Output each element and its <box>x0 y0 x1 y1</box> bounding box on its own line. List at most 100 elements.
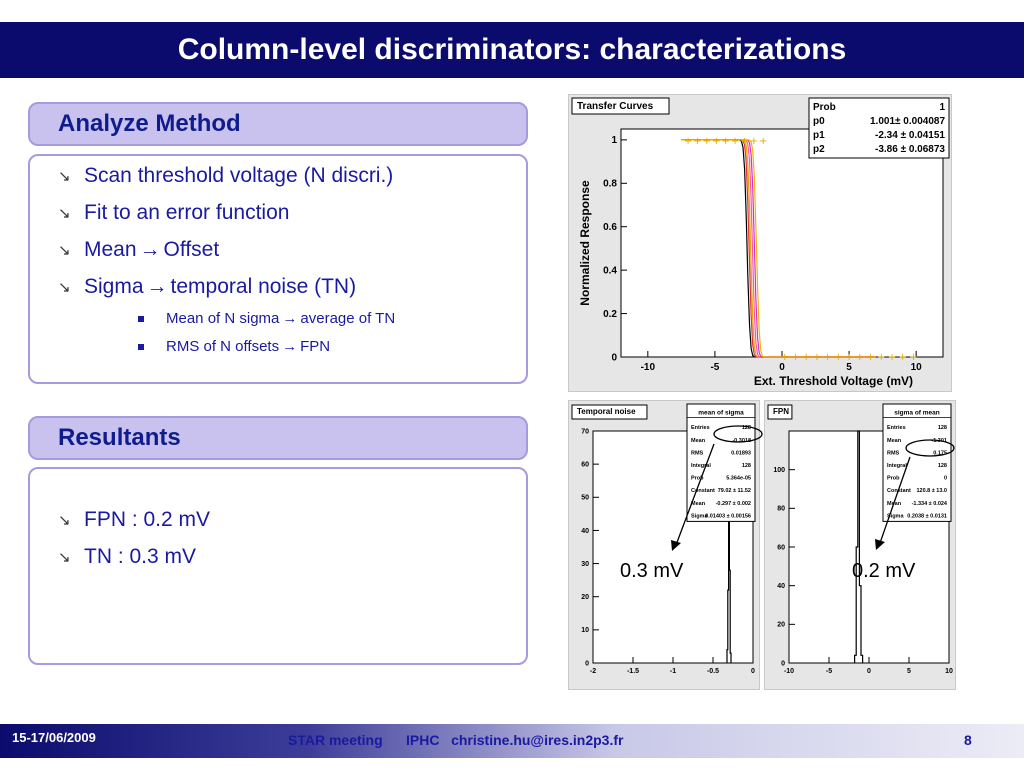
stats-row-value: 120.8 ± 13.0 <box>916 488 947 494</box>
stats-row-name: Sigma <box>887 513 904 519</box>
stats-row-value: 128 <box>742 425 751 431</box>
x-tick-label: -1.5 <box>627 668 639 675</box>
data-marker: + <box>740 136 748 147</box>
y-tick-label: 60 <box>777 544 785 551</box>
x-tick-label: -0.5 <box>707 668 719 675</box>
stats-row-name: Mean <box>887 438 902 444</box>
y-tick-label: 0 <box>611 352 617 363</box>
y-tick-label: 30 <box>581 561 589 568</box>
stats-row-name: p0 <box>813 116 825 127</box>
square-bullet-icon <box>138 343 144 350</box>
stats-row-value: 0.01893 <box>731 450 751 456</box>
y-tick-label: 0.4 <box>603 265 617 276</box>
y-tick-label: 50 <box>581 495 589 502</box>
bullet-arrow-icon: ↘ <box>58 242 71 259</box>
x-tick-label: 5 <box>846 362 852 373</box>
chart-title-box <box>767 404 793 420</box>
bullet-sigma-tn: ↘ Sigma → temporal noise (TN) <box>58 275 356 299</box>
bullet-fit-error-function: ↘ Fit to an error function <box>58 201 289 225</box>
bullet-arrow-icon: ↘ <box>58 168 71 185</box>
bullet-scan-threshold: ↘ Scan threshold voltage (N discri.) <box>58 164 393 188</box>
data-marker: + <box>813 352 821 363</box>
x-axis-label: Ext. Threshold Voltage (mV) <box>754 374 913 388</box>
stats-row-name: RMS <box>691 450 704 456</box>
stats-row-name: Constant <box>887 488 911 494</box>
tn-value-label: 0.3 mV <box>620 560 684 582</box>
x-tick-label: -10 <box>641 362 656 373</box>
stats-row-value: -1.334 ± 0.024 <box>912 501 948 507</box>
stats-row-name: Constant <box>691 488 715 494</box>
subbullet-mean-of-sigma: Mean of N sigma → average of TN <box>108 310 395 327</box>
stats-row-name: Mean <box>887 501 902 507</box>
plot-area <box>620 128 944 358</box>
data-marker: + <box>866 352 874 363</box>
data-marker: + <box>750 136 758 147</box>
data-marker: + <box>759 136 767 147</box>
x-tick-label: 10 <box>911 362 923 373</box>
temporal-noise-histogram: -2 -1.5 -1 -0.5 0 0 10 20 30 40 50 60 70 Temporal noi… <box>568 400 760 690</box>
bullet-text: TN : 0.3 mV <box>84 545 197 568</box>
data-marker: + <box>791 352 799 363</box>
stats-row-name: Prob <box>813 102 836 113</box>
stats-row-name: Mean <box>691 501 706 507</box>
data-marker: + <box>721 136 729 147</box>
stats-row-value: 0.175 <box>933 450 947 456</box>
chart-title: Temporal noise <box>577 407 636 416</box>
stats-row-value: -1.301 <box>931 438 947 444</box>
stats-row-name: Integral <box>691 463 711 469</box>
right-arrow-icon: → <box>282 310 298 327</box>
x-tick-label: -5 <box>826 668 832 675</box>
subbullet-rms-offsets: RMS of N offsets → FPN <box>108 338 330 355</box>
y-axis-label: Normalized Response <box>578 180 592 306</box>
data-marker: + <box>823 352 831 363</box>
footer-bar <box>0 724 1024 758</box>
stats-title: mean of sigma <box>698 410 744 417</box>
y-tick-label: 40 <box>777 583 785 590</box>
data-marker: + <box>856 352 864 363</box>
subbullet-text: RMS of N offsets <box>166 338 280 355</box>
stats-row-value: 1 <box>939 102 945 113</box>
chart-title-box <box>571 404 648 420</box>
x-tick-label: -5 <box>710 362 719 373</box>
stats-row-name: p1 <box>813 130 825 141</box>
stats-row-value: 0.01403 ± 0.00156 <box>705 513 751 519</box>
data-marker: + <box>834 352 842 363</box>
stats-row-name: Entries <box>887 425 906 431</box>
right-arrow-icon: → <box>146 275 168 298</box>
stats-row-value: 128 <box>938 425 947 431</box>
stats-row-name: Mean <box>691 438 706 444</box>
stats-row-value: 79.02 ± 11.52 <box>718 488 751 494</box>
y-tick-label: 0 <box>781 660 785 667</box>
y-tick-label: 0.2 <box>603 309 617 320</box>
y-tick-label: 0.8 <box>603 179 617 190</box>
data-marker: + <box>780 352 788 363</box>
chart-title: Transfer Curves <box>577 101 654 112</box>
y-tick-label: 20 <box>777 622 785 629</box>
bullet-tn-result: ↘ TN : 0.3 mV <box>58 545 196 569</box>
stats-row-value: -0.3018 <box>732 438 751 444</box>
y-tick-label: 10 <box>581 627 589 634</box>
bullet-text: Sigma <box>84 275 144 298</box>
stats-box <box>808 97 950 159</box>
stats-row-name: RMS <box>887 450 900 456</box>
bullet-text: FPN : 0.2 mV <box>84 508 211 531</box>
analyze-method-heading: Analyze Method <box>28 102 528 146</box>
resultants-box <box>28 467 528 665</box>
square-bullet-icon <box>138 315 144 322</box>
y-tick-label: 0 <box>585 660 589 667</box>
data-marker: + <box>693 136 701 147</box>
page-number: 8 <box>964 732 972 748</box>
y-tick-label: 20 <box>581 594 589 601</box>
stats-row-name: Integral <box>887 463 907 469</box>
stats-row-value: 5.364e-05 <box>726 476 751 482</box>
data-marker: + <box>703 136 711 147</box>
y-tick-label: 0.6 <box>603 222 617 233</box>
data-marker: + <box>877 352 885 363</box>
chart-title: FPN <box>773 407 789 416</box>
analyze-method-box <box>28 154 528 384</box>
bullet-text: Offset <box>163 238 220 261</box>
bullet-arrow-icon: ↘ <box>58 549 71 566</box>
fpn-histogram: -10 -5 0 5 10 0 20 40 60 80 100 FPN sigma of mean Ent… <box>764 400 956 690</box>
resultants-heading: Resultants <box>28 416 528 460</box>
transfer-curve <box>681 139 876 358</box>
